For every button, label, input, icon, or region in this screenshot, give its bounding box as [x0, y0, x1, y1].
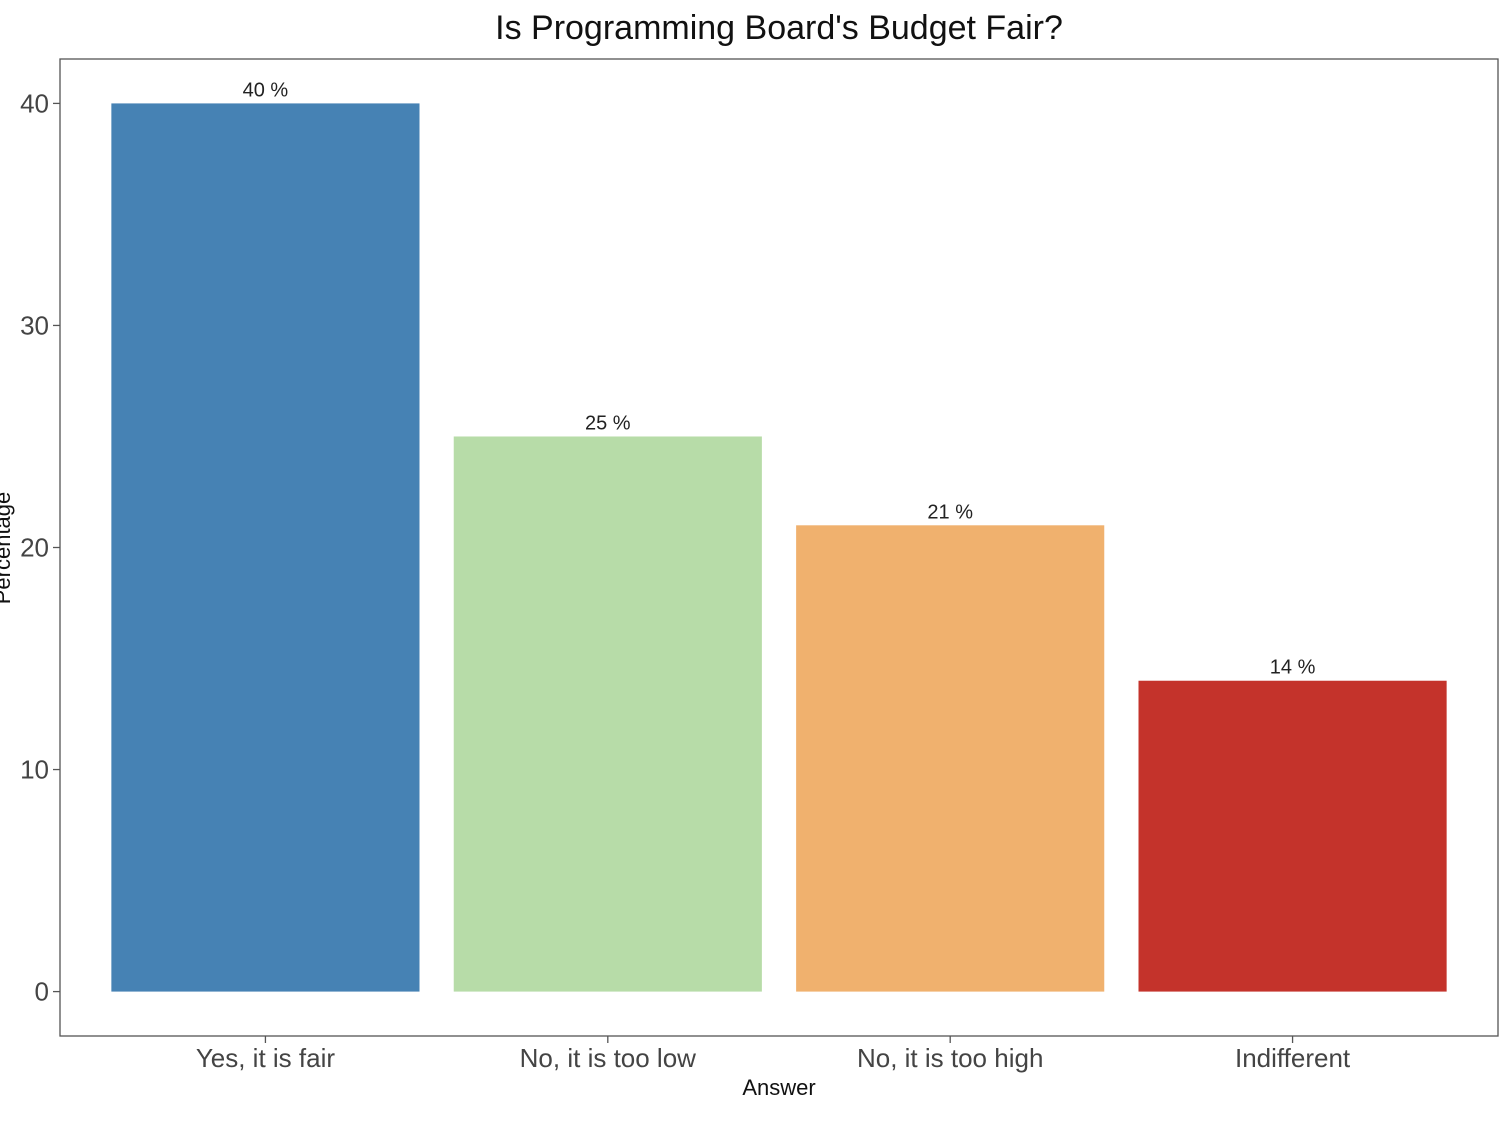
bar-value-label: 14 % [1270, 657, 1316, 679]
chart-title: Is Programming Board's Budget Fair? [495, 9, 1063, 47]
x-tick-label: Yes, it is fair [196, 1043, 336, 1073]
x-axis-title: Answer [742, 1075, 815, 1100]
x-tick-label: Indifferent [1235, 1043, 1351, 1073]
x-tick-label: No, it is too high [857, 1043, 1043, 1073]
y-axis: 0 10 20 30 40 [20, 88, 60, 1007]
y-tick-label: 0 [35, 977, 49, 1007]
bar [453, 436, 762, 992]
bar [111, 103, 420, 992]
bar-labels-layer: 40 % 25 % 21 % 14 % [243, 79, 1316, 678]
bar-value-label: 21 % [927, 501, 973, 523]
y-tick-label: 20 [20, 533, 49, 563]
bar-value-label: 40 % [243, 79, 289, 101]
x-tick-label: No, it is too low [520, 1043, 697, 1073]
bar [1138, 680, 1447, 992]
y-tick-label: 40 [20, 88, 49, 118]
y-tick-label: 30 [20, 310, 49, 340]
y-tick-label: 10 [20, 755, 49, 785]
bar-value-label: 25 % [585, 412, 631, 434]
y-axis-title: Percentage [0, 492, 15, 605]
bars-layer [111, 103, 1447, 992]
x-axis: Yes, it is fair No, it is too low No, it i… [196, 1036, 1351, 1073]
bar [796, 525, 1105, 992]
